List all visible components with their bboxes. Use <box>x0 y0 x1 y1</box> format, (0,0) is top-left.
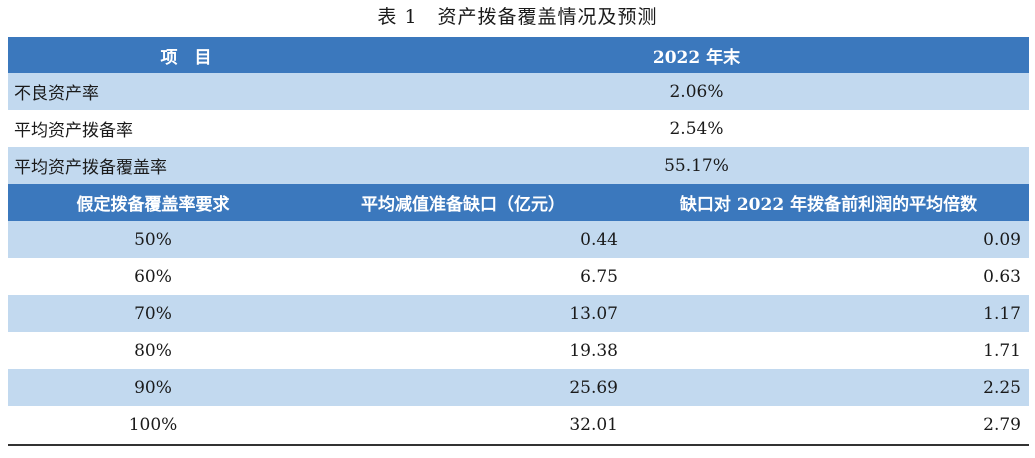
row-label: 平均资产拨备覆盖率 <box>14 158 167 178</box>
table-row: 不良资产率 2.06% <box>8 73 1029 110</box>
row-value: 2.54% <box>669 118 724 139</box>
table-row: 平均资产拨备覆盖率 55.17% <box>8 147 1029 184</box>
table-row: 80% 19.38 1.71 <box>8 332 1029 369</box>
profit-multiple: 2.25 <box>983 377 1021 398</box>
header-profit-multiple: 缺口对 2022 年拨备前利润的平均倍数 <box>679 195 978 215</box>
table-row: 50% 0.44 0.09 <box>8 221 1029 258</box>
row-value: 2.06% <box>669 81 724 102</box>
profit-multiple: 0.09 <box>983 229 1021 250</box>
provision-gap: 6.75 <box>580 266 618 287</box>
table-row: 60% 6.75 0.63 <box>8 258 1029 295</box>
header-item: 项 目 <box>160 47 212 68</box>
header-provision-gap: 平均减值准备缺口（亿元） <box>361 195 565 215</box>
table-caption: 表 1 资产拨备覆盖情况及预测 <box>377 6 658 28</box>
table-row: 100% 32.01 2.79 <box>8 406 1029 446</box>
profit-multiple: 1.17 <box>983 303 1021 324</box>
coverage-requirement: 90% <box>134 377 172 398</box>
provision-gap: 25.69 <box>569 377 618 398</box>
row-value: 55.17% <box>664 155 729 176</box>
profit-multiple: 1.71 <box>983 340 1021 361</box>
row-label: 平均资产拨备率 <box>14 121 133 141</box>
coverage-requirement: 70% <box>134 303 172 324</box>
provision-gap: 0.44 <box>580 229 618 250</box>
provision-table: 项 目 2022 年末 不良资产率 2.06% 平均资产拨备率 2.54% 平均… <box>8 37 1029 446</box>
provision-gap: 13.07 <box>569 303 618 324</box>
provision-gap: 19.38 <box>569 340 618 361</box>
coverage-requirement: 50% <box>134 229 172 250</box>
coverage-requirement: 60% <box>134 266 172 287</box>
coverage-requirement: 80% <box>134 340 172 361</box>
table-row: 平均资产拨备率 2.54% <box>8 110 1029 147</box>
profit-multiple: 0.63 <box>983 266 1021 287</box>
profit-multiple: 2.79 <box>983 415 1021 435</box>
provision-gap: 32.01 <box>569 415 618 435</box>
table-header-row: 项 目 2022 年末 <box>8 37 1029 73</box>
row-label: 不良资产率 <box>14 84 99 104</box>
header-year-end: 2022 年末 <box>652 47 741 68</box>
header-coverage-requirement: 假定拨备覆盖率要求 <box>76 195 230 215</box>
table-row: 90% 25.69 2.25 <box>8 369 1029 406</box>
table-subheader-row: 假定拨备覆盖率要求 平均减值准备缺口（亿元） 缺口对 2022 年拨备前利润的平… <box>8 184 1029 221</box>
coverage-requirement: 100% <box>128 415 178 435</box>
table-row: 70% 13.07 1.17 <box>8 295 1029 332</box>
